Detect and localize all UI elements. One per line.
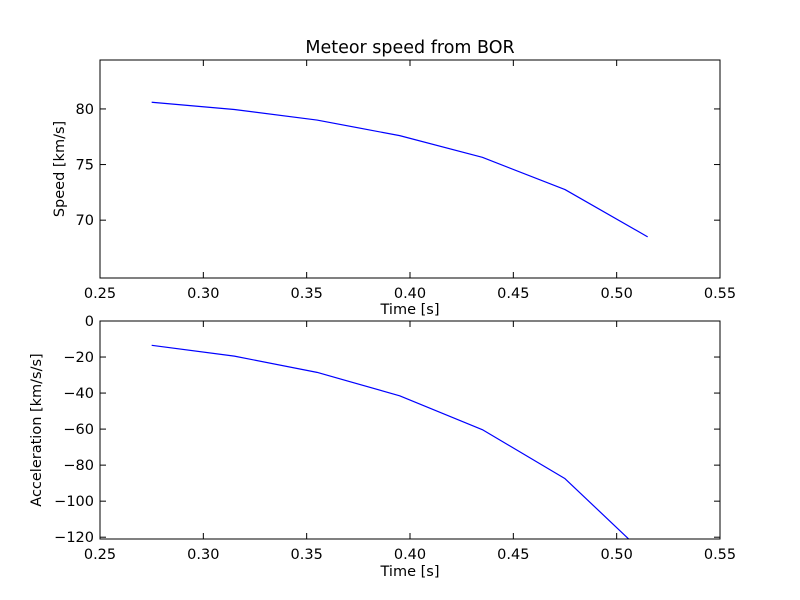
speed-x-axis-label: Time [s] [380,302,440,318]
acceleration-plot-frame [99,320,721,540]
speed-x-tick-label: 0.50 [601,286,633,302]
acceleration-y-tick-label: −40 [63,386,94,402]
speed-y-axis-label: Speed [km/s] [52,121,68,217]
speed-y-tick-label: 70 [76,213,94,229]
speed-y-tick-label: 75 [76,158,94,174]
chart-title: Meteor speed from BOR [305,38,514,58]
speed-x-tick-label: 0.40 [394,286,426,302]
acceleration-x-tick-label: 0.40 [394,547,426,563]
speed-x-tick-label: 0.45 [497,286,529,302]
acceleration-y-tick-label: −100 [54,494,94,510]
acceleration-y-tick-label: −120 [54,530,94,546]
speed-series-line [151,101,648,238]
speed-plot-frame [99,59,721,279]
acceleration-y-tick-label: 0 [85,314,94,330]
speed-x-tick-label: 0.55 [704,286,736,302]
speed-x-tick-label: 0.30 [187,286,219,302]
acceleration-subplot: 0.25 0.30 0.35 0.40 0.45 0.50 0.55 0 −20 −40 −60 −8… [29,314,736,580]
acceleration-y-tick-label: −80 [63,458,94,474]
acceleration-x-tick-label: 0.50 [601,547,633,563]
acceleration-x-tick-label: 0.30 [187,547,219,563]
acceleration-x-tick-label: 0.25 [84,547,116,563]
speed-y-tick-label: 80 [76,102,94,118]
acceleration-y-tick-label: −20 [63,350,94,366]
acceleration-x-axis-label: Time [s] [380,564,440,580]
acceleration-x-tick-label: 0.55 [704,547,736,563]
speed-x-tick-label: 0.25 [84,286,116,302]
acceleration-y-axis-label: Acceleration [km/s/s] [29,353,45,506]
acceleration-y-tick-label: −60 [63,422,94,438]
acceleration-series-line [151,344,630,539]
acceleration-x-tick-label: 0.45 [497,547,529,563]
acceleration-x-tick-label: 0.35 [291,547,323,563]
speed-subplot: Meteor speed from BOR 0.25 0.30 0.35 0.40 0.… [52,38,736,318]
speed-x-tick-label: 0.35 [291,286,323,302]
